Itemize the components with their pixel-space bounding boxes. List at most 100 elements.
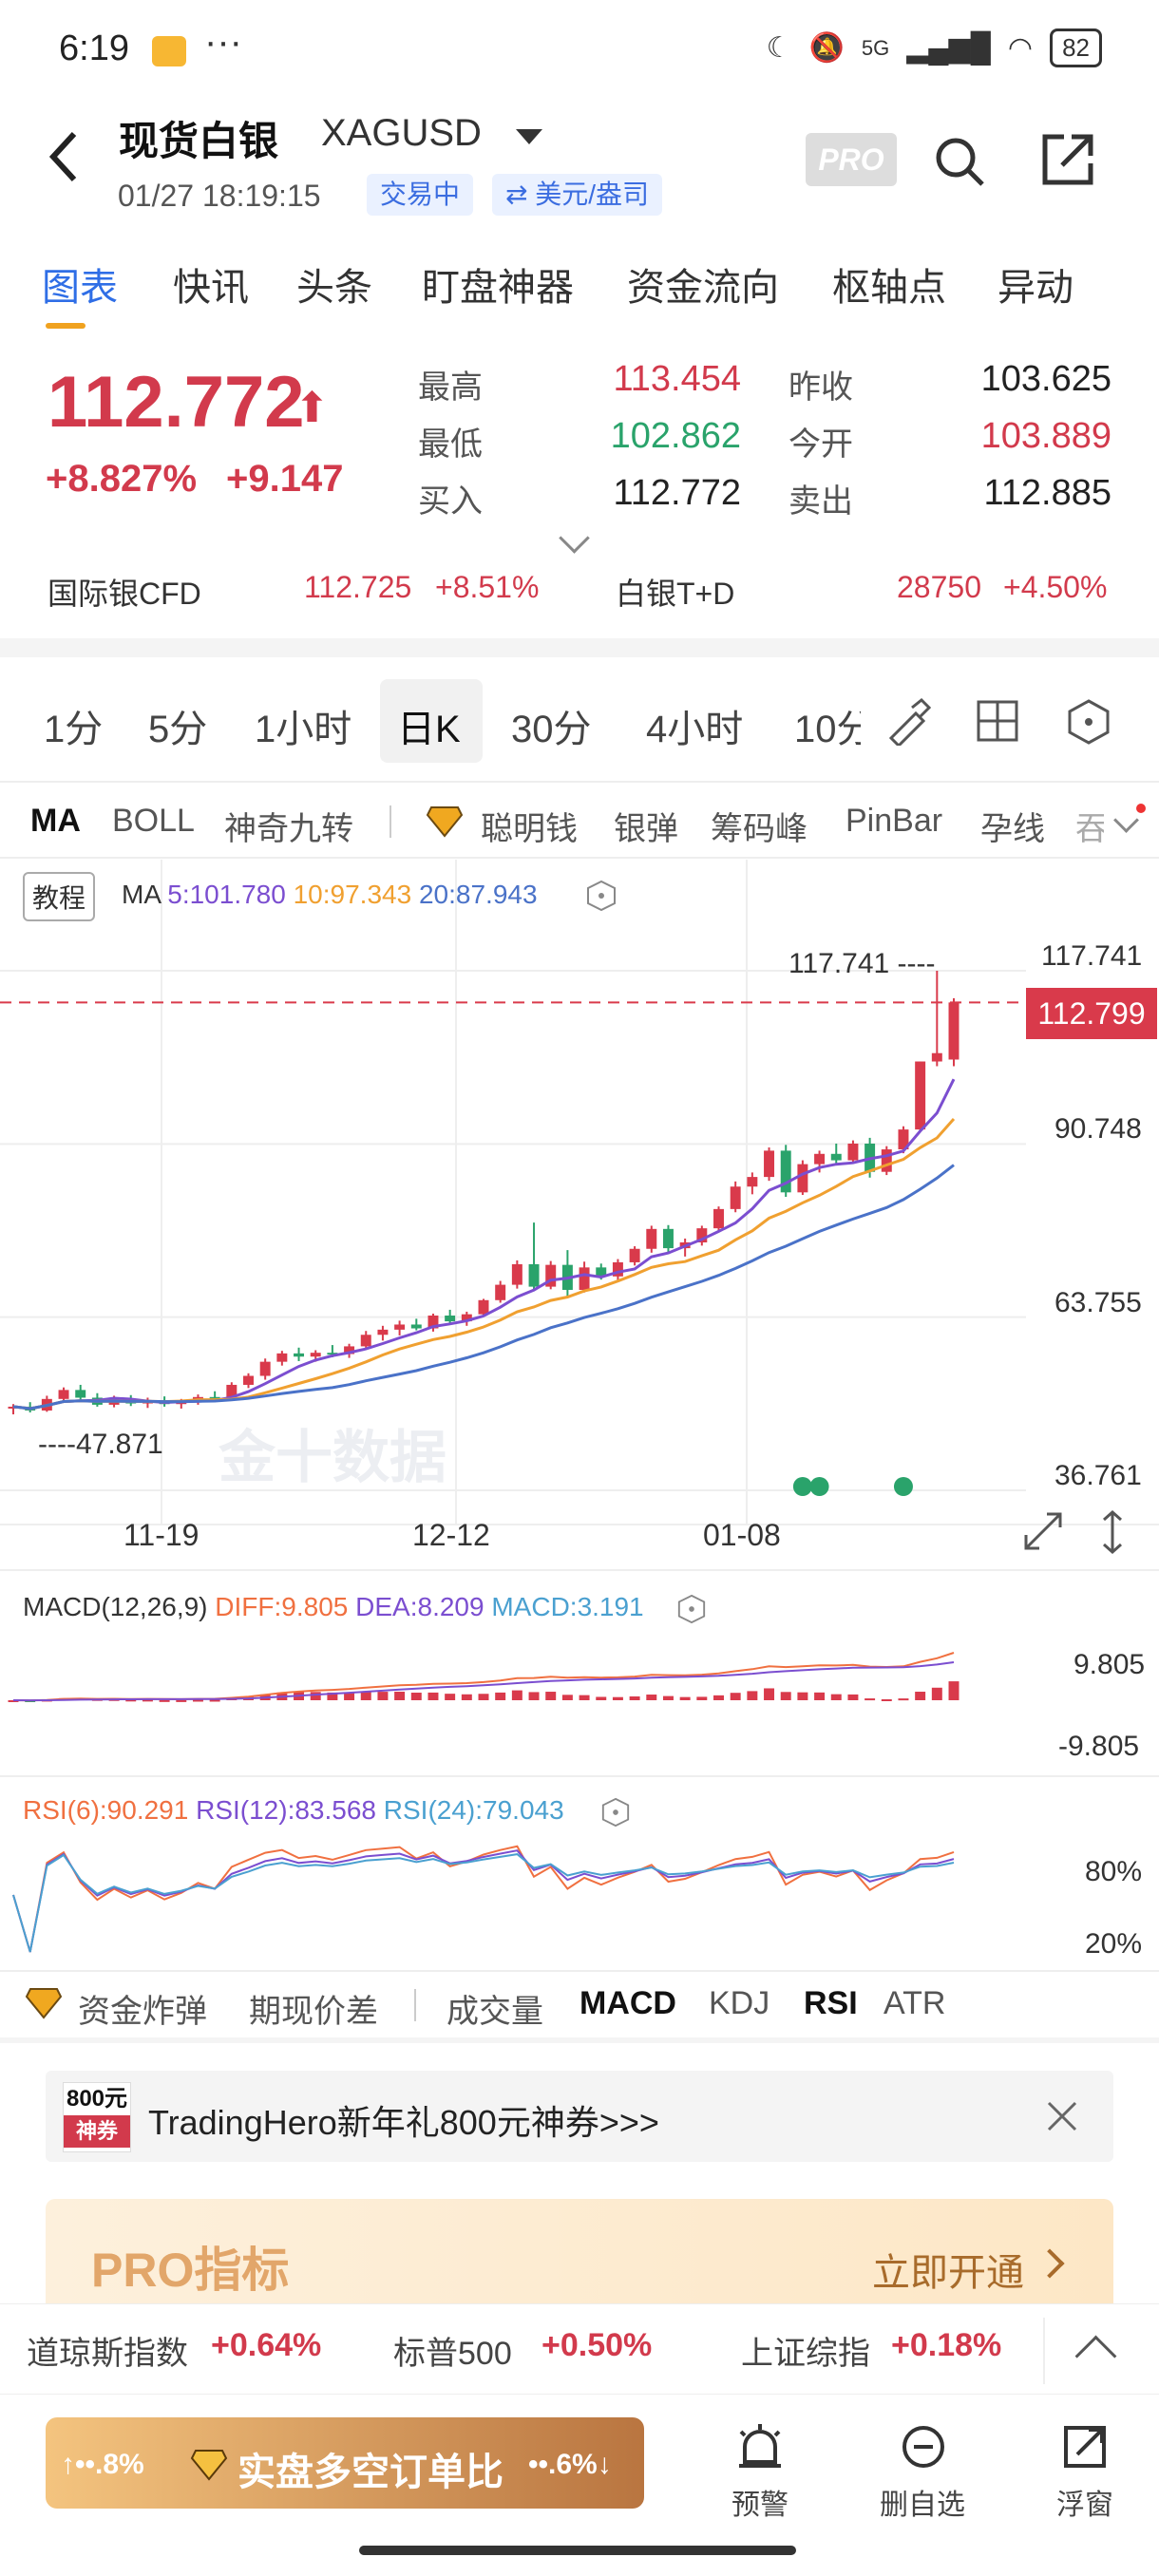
back-arrow-icon[interactable]	[46, 128, 84, 185]
status-icons: ☾ 🔕 5G ▂▄▆█ ◠ 82	[767, 28, 1102, 67]
status-time: 6:19	[59, 28, 129, 68]
indicator-pinbar[interactable]: PinBar	[846, 803, 943, 839]
period-4h[interactable]: 4小时	[646, 709, 744, 750]
indicator-engulfing[interactable]: 吞	[1075, 811, 1104, 847]
macd-bar	[864, 1698, 876, 1701]
related-name-1[interactable]: 国际银CFD	[48, 577, 201, 611]
divider-line	[0, 781, 1159, 783]
pro-indicator-panel[interactable]	[46, 2199, 1113, 2303]
period-1m[interactable]: 1分	[44, 709, 104, 750]
layout-grid-icon[interactable]	[975, 698, 1020, 744]
change-percent: +8.827%	[46, 458, 198, 500]
search-icon[interactable]	[931, 133, 988, 190]
ma-settings-icon[interactable]	[585, 880, 618, 912]
candle-body	[75, 1390, 86, 1398]
tab-flash[interactable]: 快讯	[173, 267, 249, 309]
float-window-icon[interactable]	[1058, 2420, 1115, 2477]
promo-text[interactable]: TradingHero新年礼800元神券>>>	[148, 2103, 659, 2142]
tab-watch-tool[interactable]: 盯盘神器	[422, 267, 574, 309]
drawing-tool-icon[interactable]	[884, 698, 931, 746]
indicator-more-chevron-icon[interactable]	[1113, 807, 1139, 833]
period-10m[interactable]: 10分	[794, 709, 861, 750]
pro-button[interactable]: PRO	[806, 133, 897, 186]
index-name-dow[interactable]: 道琼斯指数	[27, 2336, 188, 2372]
settings-hexagon-icon[interactable]	[1066, 698, 1112, 746]
close-icon[interactable]	[1045, 2099, 1079, 2133]
macd-bar	[142, 1699, 153, 1702]
indicator-chip-peak[interactable]: 筹码峰	[711, 811, 808, 847]
sub-fund-bomb[interactable]: 资金炸弹	[78, 1994, 207, 2030]
symbol-selector[interactable]: XAGUSD	[321, 112, 482, 154]
sub-volume[interactable]: 成交量	[446, 1994, 543, 2030]
indicator-ma[interactable]: MA	[30, 803, 81, 839]
expand-chevron-icon[interactable]	[559, 522, 590, 554]
prev-close-value: 103.625	[980, 359, 1112, 399]
macd-legend: MACD(12,26,9) DIFF:9.805 DEA:8.209 MACD:…	[23, 1592, 644, 1622]
candle-body	[243, 1375, 254, 1385]
index-name-sp500[interactable]: 标普500	[393, 2336, 512, 2372]
tab-anomaly[interactable]: 异动	[998, 267, 1074, 309]
indicator-silver-bullet[interactable]: 银弹	[614, 811, 678, 847]
period-daily[interactable]: 日K	[397, 709, 461, 750]
related-name-2[interactable]: 白银T+D	[616, 577, 735, 611]
candle-body	[310, 1353, 321, 1357]
period-bar: 1分 5分 1小时 日K 30分 4小时 10分	[0, 670, 1159, 774]
sub-macd[interactable]: MACD	[580, 1985, 676, 2021]
macd-bar	[696, 1696, 708, 1700]
promo-banner[interactable]	[46, 2071, 1113, 2162]
peak-marker-label: 117.741 ----	[788, 948, 936, 979]
macd-bar	[797, 1692, 808, 1700]
low-value: 102.862	[610, 416, 741, 456]
main-tabs: 图表 快讯 头条 盯盘神器 资金流向 枢轴点 异动	[0, 256, 1159, 332]
fullscreen-icon[interactable]	[1022, 1510, 1064, 1552]
macd-bar	[209, 1699, 220, 1702]
remove-watchlist-label[interactable]: 删自选	[880, 2490, 965, 2521]
unit-toggle-badge[interactable]: ⇄ 美元/盎司	[492, 174, 663, 216]
sub-rsi[interactable]: RSI	[804, 1985, 858, 2021]
candle-body	[410, 1324, 422, 1329]
candle-body	[713, 1208, 724, 1229]
remove-watchlist-icon[interactable]	[895, 2420, 952, 2477]
macd-bar	[662, 1695, 674, 1700]
sub-kdj[interactable]: KDJ	[709, 1985, 770, 2021]
macd-bar	[394, 1691, 406, 1700]
tab-pivot[interactable]: 枢轴点	[832, 267, 946, 309]
vertical-scale-icon[interactable]	[1098, 1508, 1127, 1556]
diamond-vip-icon	[426, 806, 464, 838]
tutorial-button[interactable]: 教程	[23, 872, 96, 921]
alarm-icon[interactable]	[732, 2420, 788, 2477]
candlestick-chart[interactable]	[0, 860, 1159, 1976]
trading-status-badge: 交易中	[367, 174, 474, 216]
index-name-shanghai[interactable]: 上证综指	[741, 2336, 870, 2372]
ma5-value: 5:101.780	[167, 880, 286, 909]
macd-bar	[360, 1692, 371, 1700]
ma-legend: MA 5:101.780 10:97.343 20:87.943	[122, 880, 538, 910]
indicator-inside-bar[interactable]: 孕线	[980, 811, 1045, 847]
macd-bar	[410, 1693, 422, 1700]
order-ratio-button[interactable]	[46, 2417, 644, 2509]
macd-settings-icon[interactable]	[676, 1594, 707, 1624]
sub-basis-spread[interactable]: 期现价差	[249, 1994, 378, 2030]
share-icon[interactable]	[1041, 133, 1094, 186]
indicator-magic-nine[interactable]: 神奇九转	[224, 811, 353, 847]
macd-diff: DIFF:9.805	[215, 1592, 349, 1621]
tab-headlines[interactable]: 头条	[296, 267, 372, 309]
macd-tick-bottom: -9.805	[1058, 1731, 1140, 1762]
tab-fund-flow[interactable]: 资金流向	[627, 267, 779, 309]
float-window-label[interactable]: 浮窗	[1056, 2490, 1113, 2521]
indicator-smart-money[interactable]: 聪明钱	[481, 811, 578, 847]
sub-atr[interactable]: ATR	[884, 1985, 946, 2021]
tab-chart[interactable]: 图表	[42, 267, 118, 309]
pro-open-button[interactable]: 立即开通	[872, 2252, 1024, 2294]
alarm-label[interactable]: 预警	[732, 2490, 788, 2521]
indicator-boll[interactable]: BOLL	[112, 803, 195, 839]
candle-body	[830, 1153, 842, 1161]
chevron-down-icon[interactable]	[516, 129, 542, 144]
candle-body	[747, 1177, 758, 1187]
macd-title: MACD(12,26,9)	[23, 1592, 208, 1621]
period-5m[interactable]: 5分	[148, 709, 208, 750]
macd-bar	[428, 1692, 439, 1700]
period-1h[interactable]: 1小时	[255, 709, 352, 750]
period-30m[interactable]: 30分	[511, 709, 592, 750]
rsi-settings-icon[interactable]	[600, 1797, 631, 1828]
